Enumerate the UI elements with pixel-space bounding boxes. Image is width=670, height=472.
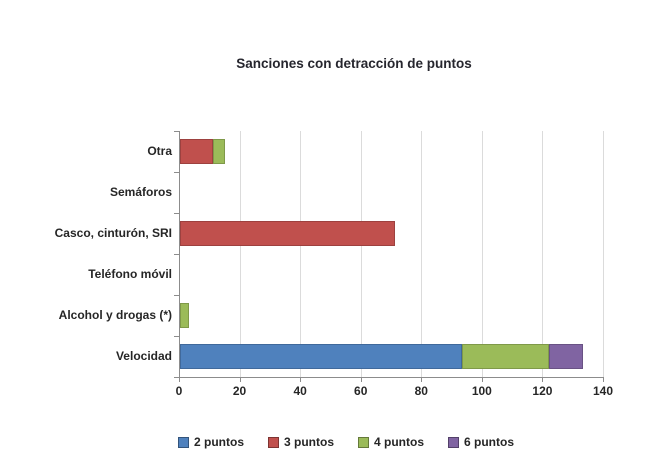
- x-tick-label: 80: [414, 384, 428, 398]
- x-tick-label: 0: [175, 384, 183, 398]
- legend-item: 2 puntos: [178, 435, 244, 449]
- y-axis-tick: [174, 213, 179, 214]
- x-tick-label: 20: [232, 384, 247, 398]
- x-axis-tick: [481, 378, 483, 382]
- gridline-20: [239, 131, 241, 377]
- x-tick-label: 40: [293, 384, 307, 398]
- chart-title: Sanciones con detracción de puntos: [236, 56, 472, 71]
- category-label: Velocidad: [115, 349, 172, 363]
- x-axis-tick: [542, 378, 544, 382]
- gridline-100: [481, 131, 483, 377]
- y-axis-tick: [174, 295, 179, 296]
- category-label: Semáforos: [109, 185, 172, 199]
- legend-swatch-3-puntos: [268, 436, 279, 448]
- legend-label: 3 puntos: [284, 435, 334, 449]
- plot-area: [179, 131, 604, 378]
- x-axis-tick: [360, 378, 362, 382]
- category-label: Alcohol y drogas (*): [58, 308, 172, 322]
- y-axis-tick: [174, 254, 179, 255]
- y-axis-tick: [174, 336, 179, 337]
- bar-segment: [180, 303, 190, 328]
- legend-swatch-4-puntos: [358, 436, 369, 448]
- x-tick-label: 140: [592, 384, 614, 398]
- legend-label: 2 puntos: [194, 435, 244, 449]
- bar-segment: [213, 139, 226, 164]
- legend-item: 3 puntos: [268, 435, 334, 449]
- y-axis-tick: [174, 131, 179, 132]
- gridline-140: [603, 131, 604, 377]
- category-label: Otra: [147, 144, 172, 158]
- gridline-60: [360, 131, 362, 377]
- x-tick-label: 120: [532, 384, 553, 398]
- legend-label: 4 puntos: [374, 435, 424, 449]
- gridline-120: [542, 131, 544, 377]
- bar-segment: [180, 221, 396, 246]
- legend-item: 4 puntos: [358, 435, 424, 449]
- legend-item: 6 puntos: [448, 435, 514, 449]
- x-tick-label: 60: [354, 384, 368, 398]
- legend-swatch-2-puntos: [178, 436, 189, 448]
- category-label: Teléfono móvil: [88, 267, 172, 281]
- x-tick-label: 100: [471, 384, 492, 398]
- bar-segment: [180, 139, 214, 164]
- chart-legend: 2 puntos 3 puntos 4 puntos 6 puntos: [0, 435, 670, 449]
- x-axis-tick: [603, 378, 604, 382]
- gridline-40: [300, 131, 302, 377]
- legend-label: 6 puntos: [464, 435, 514, 449]
- gridline-80: [421, 131, 423, 377]
- y-axis-tick: [174, 377, 179, 378]
- legend-swatch-6-puntos: [448, 436, 459, 448]
- y-axis-tick: [174, 172, 179, 173]
- bar-segment: [180, 344, 462, 369]
- bar-segment: [461, 344, 550, 369]
- x-axis-tick: [421, 378, 423, 382]
- category-label: Casco, cinturón, SRI: [54, 226, 172, 240]
- bar-segment: [549, 344, 583, 369]
- x-axis-tick: [239, 378, 241, 382]
- x-axis-tick: [300, 378, 302, 382]
- x-axis-tick: [179, 378, 180, 382]
